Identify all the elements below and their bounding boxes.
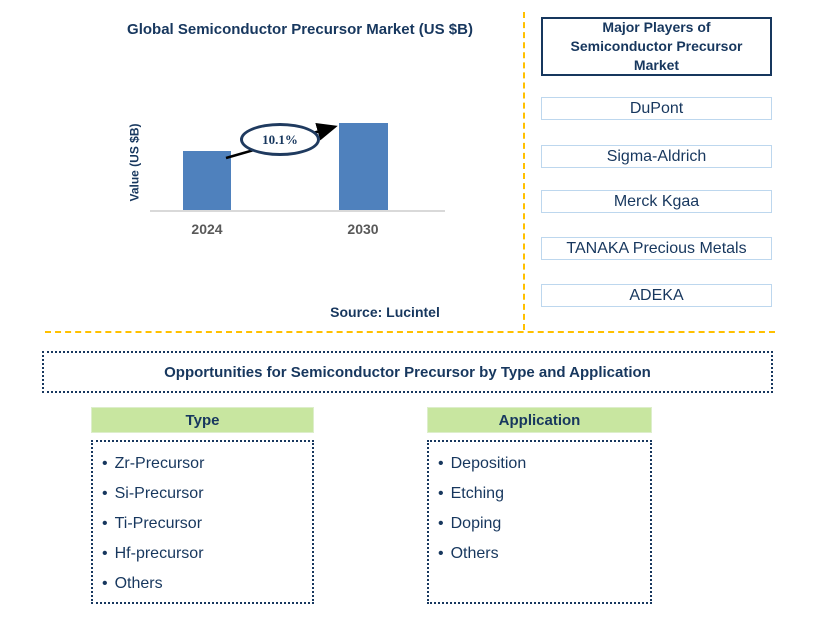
- type-item-label: Ti-Precursor: [114, 515, 203, 532]
- list-item: • Si-Precursor: [102, 479, 312, 509]
- y-axis-label: Value (US $B): [127, 123, 142, 202]
- application-item-label: Others: [450, 545, 499, 562]
- type-item-label: Si-Precursor: [114, 485, 204, 502]
- list-item: • Deposition: [438, 449, 650, 479]
- bullet-icon: •: [102, 575, 108, 592]
- bullet-icon: •: [102, 515, 108, 532]
- horizontal-divider: [45, 331, 775, 333]
- type-column-header: Type: [91, 407, 314, 433]
- list-item: • Hf-precursor: [102, 539, 312, 569]
- type-item-label: Zr-Precursor: [114, 455, 205, 472]
- vertical-divider: [523, 12, 525, 330]
- bar-2024: [183, 151, 231, 210]
- list-item: • Others: [438, 539, 650, 569]
- x-tick-2030: 2030: [347, 221, 379, 237]
- bar-2030: [339, 123, 388, 210]
- source-label: Source: Lucintel: [330, 304, 440, 320]
- bullet-icon: •: [438, 485, 444, 502]
- bullet-icon: •: [438, 515, 444, 532]
- bullet-icon: •: [102, 485, 108, 502]
- bar-chart-plot-area: [150, 120, 445, 212]
- list-item: • Zr-Precursor: [102, 449, 312, 479]
- growth-rate-badge: 10.1%: [240, 123, 320, 156]
- type-item-label: Hf-precursor: [114, 545, 204, 562]
- player-item-merck-kgaa: Merck Kgaa: [541, 190, 772, 213]
- player-item-adeka: ADEKA: [541, 284, 772, 307]
- player-item-sigma-aldrich: Sigma-Aldrich: [541, 145, 772, 168]
- players-panel-title: Major Players of Semiconductor Precursor…: [541, 17, 772, 76]
- chart-title: Global Semiconductor Precursor Market (U…: [127, 21, 473, 38]
- application-column-header: Application: [427, 407, 652, 433]
- bullet-icon: •: [102, 545, 108, 562]
- bullet-icon: •: [438, 455, 444, 472]
- type-list: • Zr-Precursor • Si-Precursor • Ti-Precurso…: [91, 440, 314, 604]
- player-item-dupont: DuPont: [541, 97, 772, 120]
- application-item-label: Deposition: [450, 455, 527, 472]
- type-item-label: Others: [114, 575, 163, 592]
- application-item-label: Doping: [450, 515, 502, 532]
- x-tick-2024: 2024: [191, 221, 223, 237]
- list-item: • Ti-Precursor: [102, 509, 312, 539]
- list-item: • Doping: [438, 509, 650, 539]
- bullet-icon: •: [102, 455, 108, 472]
- list-item: • Etching: [438, 479, 650, 509]
- bullet-icon: •: [438, 545, 444, 562]
- list-item: • Others: [102, 569, 312, 599]
- growth-rate-value: 10.1%: [262, 131, 298, 147]
- player-item-tanaka: TANAKA Precious Metals: [541, 237, 772, 260]
- opportunities-banner: Opportunities for Semiconductor Precurso…: [42, 351, 773, 393]
- application-item-label: Etching: [450, 485, 504, 502]
- application-list: • Deposition • Etching • Doping • Others: [427, 440, 652, 604]
